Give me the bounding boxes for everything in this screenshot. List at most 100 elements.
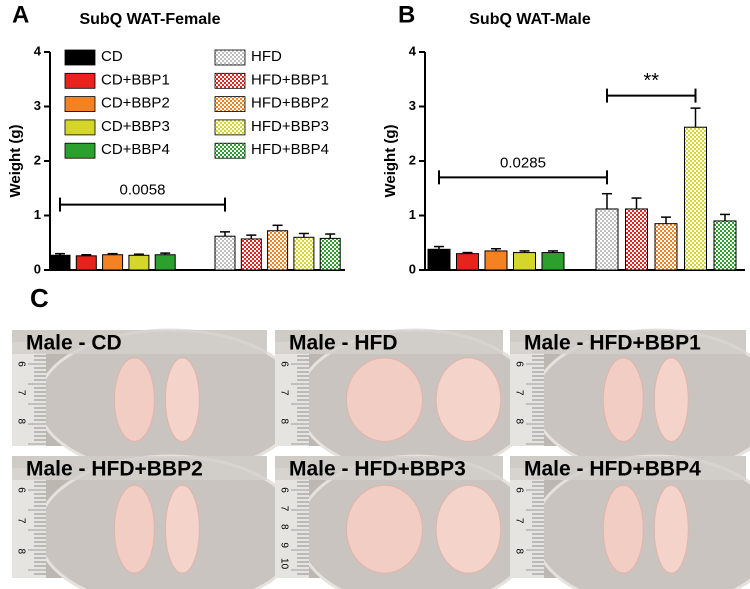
ruler-number: 8 bbox=[15, 419, 26, 425]
legend-swatch bbox=[214, 72, 246, 89]
bar bbox=[214, 235, 236, 271]
legend-label: CD bbox=[101, 48, 123, 65]
label-band bbox=[275, 330, 503, 354]
bar bbox=[102, 254, 124, 271]
bar bbox=[513, 252, 536, 271]
legend-swatch bbox=[64, 142, 96, 159]
legend-label: HFD+BBP1 bbox=[251, 71, 329, 88]
photo-label: Male - HFD bbox=[289, 332, 398, 355]
legend-label: CD+BBP1 bbox=[101, 71, 170, 88]
legend-swatch bbox=[64, 119, 96, 136]
legend-label: CD+BBP3 bbox=[101, 118, 170, 135]
label-band bbox=[510, 330, 746, 354]
tissue bbox=[653, 484, 689, 574]
ruler bbox=[275, 342, 309, 446]
annotation: ** bbox=[643, 70, 659, 92]
ruler-number: 6 bbox=[15, 361, 26, 367]
bar bbox=[154, 254, 176, 271]
tissue bbox=[602, 484, 644, 574]
photo: 6 7 8 9 10 Male - HFD+BBP3 bbox=[275, 454, 537, 589]
ruler-number: 7 bbox=[278, 390, 289, 396]
panel-label: A bbox=[12, 1, 29, 28]
photo: 6 7 8 Male - HFD+BBP4 bbox=[510, 454, 750, 589]
annotation: 0.0285 bbox=[500, 154, 546, 171]
photo: 6 7 8 Male - HFD bbox=[275, 328, 537, 476]
bar bbox=[541, 252, 565, 271]
tissue bbox=[602, 357, 644, 442]
ruler-number: 6 bbox=[15, 487, 26, 493]
ruler bbox=[12, 342, 46, 446]
y-tick-label: 1 bbox=[34, 207, 41, 222]
label-band bbox=[510, 456, 746, 480]
ruler-number: 6 bbox=[513, 361, 524, 367]
ruler-number: 6 bbox=[278, 361, 289, 367]
legend-label: HFD bbox=[251, 48, 282, 65]
tissue bbox=[164, 357, 200, 442]
legend-label: HFD+BBP4 bbox=[251, 141, 329, 158]
bar bbox=[595, 208, 619, 271]
legend-swatch bbox=[214, 142, 246, 159]
legend-swatch bbox=[214, 96, 246, 112]
legend-swatch bbox=[214, 119, 246, 136]
y-axis-label: Weight (g) bbox=[382, 124, 399, 197]
bar bbox=[484, 250, 508, 271]
legend-label: HFD+BBP2 bbox=[251, 95, 329, 112]
legend-swatch bbox=[64, 96, 96, 112]
y-tick-label: 2 bbox=[34, 152, 41, 167]
tissue bbox=[113, 484, 155, 574]
photo-label: Male - CD bbox=[26, 332, 122, 355]
y-tick-label: 4 bbox=[409, 43, 417, 58]
tissue bbox=[435, 357, 502, 442]
bar bbox=[240, 238, 262, 271]
bar bbox=[427, 248, 451, 271]
bar bbox=[456, 253, 479, 271]
ruler-number: 8 bbox=[278, 524, 289, 530]
photo-label: Male - HFD+BBP1 bbox=[524, 332, 701, 355]
y-axis-label: Weight (g) bbox=[7, 124, 24, 197]
ruler-number: 8 bbox=[278, 419, 289, 425]
bar bbox=[319, 237, 341, 271]
chart-title: SubQ WAT-Female bbox=[79, 11, 220, 28]
y-tick-label: 3 bbox=[409, 98, 416, 113]
tissue bbox=[345, 484, 423, 574]
tissue bbox=[653, 357, 689, 442]
legend-swatch bbox=[64, 49, 96, 66]
y-tick-label: 2 bbox=[409, 152, 416, 167]
legend-label: HFD+BBP3 bbox=[251, 118, 329, 135]
ruler bbox=[510, 468, 544, 578]
bar bbox=[684, 126, 707, 271]
photo: 6 7 8 Male - CD bbox=[12, 328, 305, 476]
tissue bbox=[435, 484, 502, 574]
ruler bbox=[275, 468, 309, 578]
y-tick-label: 0 bbox=[34, 261, 41, 276]
tissue bbox=[113, 357, 155, 442]
y-tick-label: 4 bbox=[34, 43, 42, 58]
legend-label: CD+BBP2 bbox=[101, 95, 170, 112]
chart-title: SubQ WAT-Male bbox=[469, 11, 591, 28]
label-band bbox=[12, 330, 267, 354]
bar bbox=[713, 220, 737, 271]
ruler bbox=[12, 468, 46, 578]
photo: 6 7 8 Male - HFD+BBP1 bbox=[510, 328, 750, 476]
bar bbox=[625, 208, 648, 271]
ruler-number: 6 bbox=[278, 487, 289, 493]
photo-label: Male - HFD+BBP4 bbox=[524, 458, 701, 481]
bar bbox=[293, 236, 315, 271]
annotation: 0.0058 bbox=[120, 182, 166, 199]
ruler-number: 6 bbox=[513, 487, 524, 493]
photo-label: Male - HFD+BBP3 bbox=[289, 458, 466, 481]
ruler-number: 7 bbox=[513, 390, 524, 396]
ruler-number: 9 bbox=[278, 542, 289, 548]
y-tick-label: 0 bbox=[409, 261, 416, 276]
ruler-number: 10 bbox=[278, 558, 289, 570]
label-band bbox=[275, 456, 503, 480]
ruler bbox=[510, 342, 544, 446]
bar bbox=[267, 230, 289, 271]
bar bbox=[49, 254, 71, 271]
legend-swatch bbox=[214, 49, 246, 66]
bar bbox=[75, 255, 97, 271]
ruler-number: 7 bbox=[513, 518, 524, 524]
panel-label: B bbox=[398, 1, 415, 28]
tissue bbox=[164, 484, 200, 574]
